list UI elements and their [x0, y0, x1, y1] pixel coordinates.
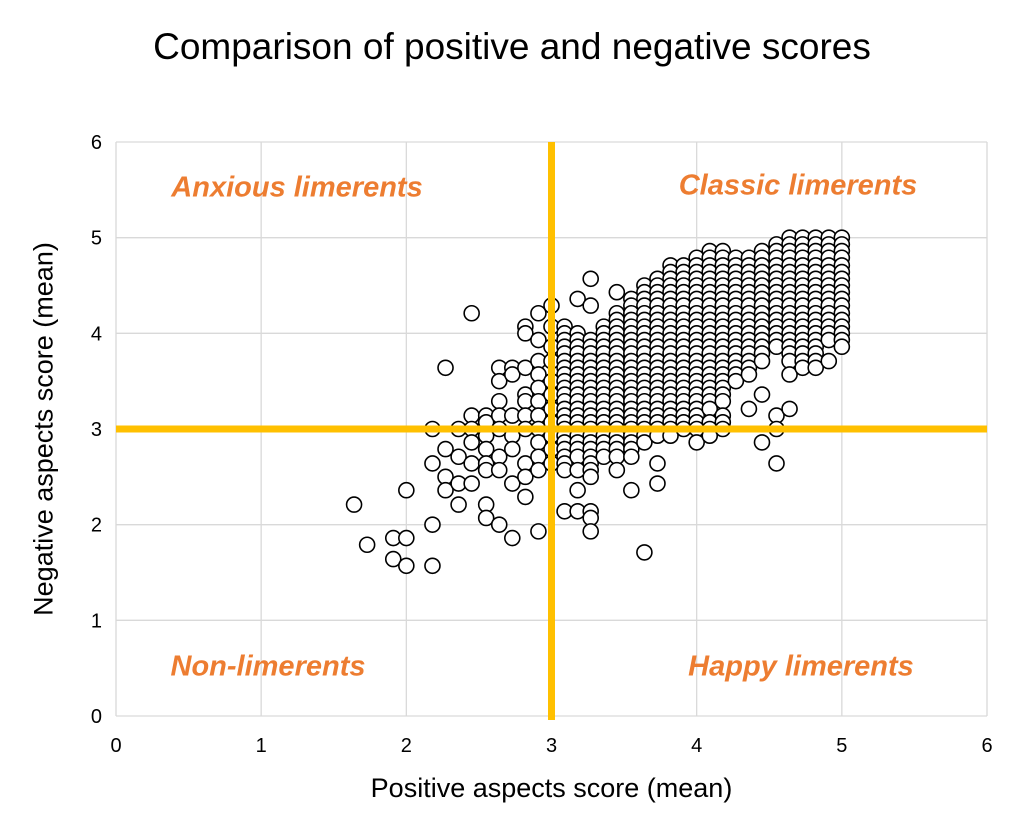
data-point	[807, 359, 825, 377]
data-point	[437, 440, 454, 458]
data-point	[636, 434, 653, 451]
data-point	[450, 448, 467, 466]
data-point	[504, 529, 521, 547]
data-point	[490, 392, 508, 410]
data-point	[463, 455, 480, 472]
y-tick-label: 1	[91, 610, 102, 632]
y-tick-label: 5	[91, 228, 102, 250]
data-point	[398, 481, 415, 499]
data-point	[636, 544, 653, 561]
data-point	[569, 290, 586, 308]
data-point	[582, 270, 599, 288]
x-tick-label: 4	[691, 735, 702, 757]
data-point	[490, 516, 508, 533]
data-point	[608, 461, 626, 479]
x-tick-label: 3	[546, 735, 557, 757]
data-point	[649, 455, 666, 472]
data-point	[623, 448, 640, 466]
y-tick-label: 4	[91, 323, 102, 345]
data-point	[623, 481, 640, 499]
data-point	[740, 400, 758, 418]
quadrant-label-bottom-right: Happy limerents	[688, 650, 914, 683]
data-point	[490, 461, 508, 479]
data-point	[768, 455, 785, 472]
x-tick-label: 6	[981, 735, 992, 757]
x-tick-label: 1	[256, 735, 267, 757]
data-point	[530, 331, 547, 349]
data-point	[517, 325, 534, 342]
y-tick-label: 3	[91, 419, 102, 441]
x-tick-label: 0	[110, 735, 121, 757]
data-point	[753, 386, 771, 403]
data-point	[384, 550, 402, 568]
x-tick-label: 2	[401, 735, 412, 757]
data-point	[477, 509, 495, 527]
data-point	[463, 304, 480, 322]
data-point	[582, 297, 599, 314]
data-point	[424, 516, 441, 533]
data-point	[424, 455, 441, 472]
data-point	[517, 468, 534, 486]
data-point	[463, 434, 480, 451]
data-point	[833, 338, 851, 356]
x-axis-label: Positive aspects score (mean)	[370, 773, 733, 803]
x-tick-label: 5	[836, 735, 847, 757]
data-point	[753, 434, 771, 451]
data-point	[358, 536, 376, 554]
data-point	[608, 283, 626, 301]
data-point	[714, 392, 732, 410]
data-point	[582, 468, 599, 486]
data-point	[569, 481, 586, 499]
data-point	[398, 529, 415, 547]
data-point	[504, 366, 521, 383]
data-point	[345, 496, 363, 513]
quadrant-label-bottom-left: Non-limerents	[170, 650, 366, 683]
y-tick-label: 0	[91, 706, 102, 728]
data-point	[490, 372, 508, 390]
quadrant-label-top-right: Classic limerents	[678, 169, 918, 202]
data-point	[530, 304, 547, 322]
y-axis-label: Negative aspects score (mean)	[28, 242, 59, 616]
data-point	[437, 481, 454, 499]
data-point	[450, 496, 467, 513]
data-point	[820, 352, 838, 370]
y-tick-label: 2	[91, 515, 102, 537]
data-point	[398, 557, 415, 575]
data-point	[517, 359, 534, 377]
data-point	[424, 557, 441, 575]
data-point	[649, 475, 666, 492]
data-point	[463, 475, 480, 492]
data-point	[504, 475, 521, 492]
data-point	[781, 400, 798, 418]
data-point	[504, 440, 521, 458]
data-point	[688, 434, 705, 451]
y-tick-label: 6	[91, 132, 102, 154]
data-point	[530, 523, 547, 540]
data-point	[437, 359, 454, 377]
data-point	[530, 461, 547, 479]
data-point	[781, 366, 798, 383]
data-point	[727, 372, 745, 390]
data-point	[740, 366, 758, 383]
data-point	[582, 523, 599, 540]
data-point	[517, 488, 534, 506]
quadrant-label-top-left: Anxious limerents	[171, 171, 423, 204]
data-point	[753, 352, 771, 370]
chart-title: Comparison of positive and negative scor…	[153, 26, 871, 67]
